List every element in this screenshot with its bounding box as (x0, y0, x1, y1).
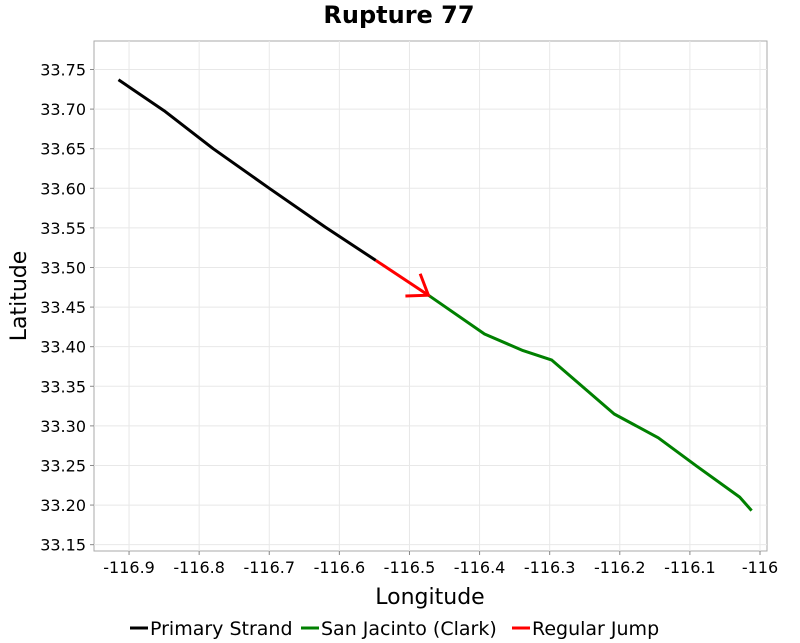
x-tick-label: -116.1 (664, 558, 716, 577)
legend: Primary Strand San Jacinto (Clark) Regular… (130, 618, 659, 640)
regular-jump-arrowhead (405, 273, 431, 298)
y-tick-label: 33.55 (40, 219, 86, 238)
chart-title: Rupture 77 (323, 1, 474, 29)
x-tick-label: -116 (742, 558, 778, 577)
legend-label-regular-jump: Regular Jump (532, 618, 659, 640)
x-tick-label: -116.8 (173, 558, 225, 577)
y-tick-label: 33.75 (40, 61, 86, 80)
y-tick-label: 33.15 (40, 536, 86, 555)
y-tick-label: 33.70 (40, 100, 86, 119)
y-tick-label: 33.35 (40, 377, 86, 396)
y-tick-label: 33.60 (40, 179, 86, 198)
x-tick-label: -116.6 (314, 558, 366, 577)
x-axis-label: Longitude (375, 585, 484, 610)
san-jacinto-clark-line (427, 293, 753, 512)
y-axis-label: Latitude (7, 251, 32, 342)
x-tick-label: -116.9 (103, 558, 155, 577)
grid-lines (94, 41, 767, 551)
x-tick-label: -116.7 (243, 558, 295, 577)
y-tick-label: 33.20 (40, 496, 86, 515)
x-tick-label: -116.4 (454, 558, 506, 577)
y-tick-label: 33.50 (40, 258, 86, 277)
y-tick-label: 33.40 (40, 338, 86, 357)
y-tick-label: 33.25 (40, 456, 86, 475)
x-tick-label: -116.5 (384, 558, 436, 577)
y-tick-label: 33.30 (40, 417, 86, 436)
legend-label-san-jacinto-clark: San Jacinto (Clark) (321, 618, 497, 640)
regular-jump-line (374, 259, 430, 297)
series-layer (117, 78, 753, 512)
y-tick-label: 33.45 (40, 298, 86, 317)
x-tick-label: -116.2 (594, 558, 646, 577)
y-tick-label: 33.65 (40, 140, 86, 159)
legend-label-primary-strand: Primary Strand (150, 618, 293, 640)
x-tick-label: -116.3 (524, 558, 576, 577)
primary-strand-line (117, 78, 377, 262)
axis-ticks: -116.9 -116.8 -116.7 -116.6 -116.5 -116.4 -116… (40, 61, 778, 577)
